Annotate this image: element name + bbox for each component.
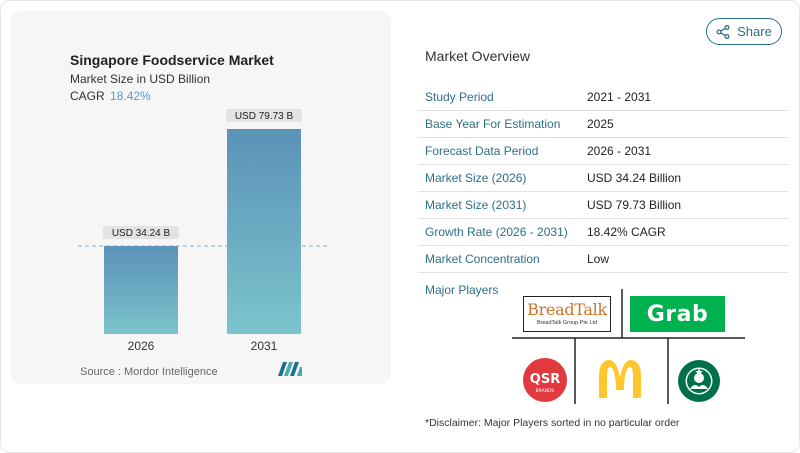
cagr-label: CAGR	[70, 89, 105, 103]
mordor-logo-icon	[278, 362, 302, 376]
overview-row-growth-rate: Growth Rate (2026 - 2031) 18.42% CAGR	[418, 219, 788, 246]
data-label: USD 34.24 B	[112, 228, 171, 239]
major-players-label: Major Players	[425, 283, 499, 297]
overview-row-study-period: Study Period 2021 - 2031	[418, 84, 788, 111]
chart-subtitle: Market Size in USD Billion	[70, 72, 211, 86]
breadtalk-logo-subtext: BreadTalk Group Pte Ltd	[536, 320, 598, 326]
share-label: Share	[737, 24, 772, 39]
x-tick-label: 2031	[251, 339, 278, 353]
overview-row-market-concentration: Market Concentration Low	[418, 246, 788, 273]
overview-key: Base Year For Estimation	[425, 117, 561, 131]
chart-cagr: CAGR 18.42%	[70, 89, 151, 103]
overview-row-market-size-2031: Market Size (2031) USD 79.73 Billion	[418, 192, 788, 219]
data-label-bg	[226, 109, 302, 122]
overview-value: USD 79.73 Billion	[587, 198, 682, 212]
bar-2026	[104, 245, 178, 334]
overview-key: Market Size (2026)	[425, 171, 527, 185]
starbucks-star-icon	[695, 368, 703, 376]
mcdonalds-arches-icon	[599, 360, 641, 398]
starbucks-logo	[678, 360, 720, 402]
overview-value: Low	[587, 252, 610, 266]
bar-2031	[227, 129, 301, 334]
data-label-bg	[103, 225, 179, 239]
breadtalk-logo-text: BreadTalk	[527, 300, 607, 319]
qsr-brands-logo: QSR BRANDS	[523, 358, 567, 402]
qsr-logo-text: QSR	[530, 372, 560, 387]
overview-key: Forecast Data Period	[425, 144, 539, 158]
overview-value: 2026 - 2031	[587, 144, 652, 158]
overview-row-forecast-period: Forecast Data Period 2026 - 2031	[418, 138, 788, 165]
overview-key: Study Period	[425, 90, 494, 104]
mcdonalds-logo	[599, 360, 641, 398]
qsr-logo-subtext: BRANDS	[536, 388, 555, 394]
qsr-circle	[523, 358, 567, 402]
disclaimer-text: *Disclaimer: Major Players sorted in no …	[425, 417, 680, 429]
breadtalk-logo: BreadTalk BreadTalk Group Pte Ltd	[523, 296, 611, 332]
cagr-value: 18.42%	[110, 89, 151, 103]
data-label: USD 79.73 B	[235, 111, 294, 122]
share-button[interactable]: Share	[706, 18, 782, 45]
chart-title: Singapore Foodservice Market	[70, 52, 274, 68]
overview-key: Market Size (2031)	[425, 198, 527, 212]
overview-table: Study Period 2021 - 2031 Base Year For E…	[418, 84, 788, 273]
grab-logo: Grab	[630, 296, 725, 332]
share-icon	[716, 24, 730, 39]
chart-card	[11, 11, 391, 384]
x-tick-label: 2026	[128, 339, 155, 353]
bar-chart: USD 34.24 B 2026 USD 79.73 B 2031	[78, 109, 328, 353]
overview-title: Market Overview	[425, 48, 531, 64]
overview-value: 18.42% CAGR	[587, 225, 666, 239]
overview-key: Growth Rate (2026 - 2031)	[425, 225, 568, 239]
overview-value: USD 34.24 Billion	[587, 171, 682, 185]
source-text: Source : Mordor Intelligence	[80, 366, 218, 378]
overview-value: 2021 - 2031	[587, 90, 652, 104]
overview-key: Market Concentration	[425, 252, 540, 266]
overview-row-base-year: Base Year For Estimation 2025	[418, 111, 788, 138]
overview-value: 2025	[587, 117, 614, 131]
grab-logo-text: Grab	[646, 301, 709, 327]
overview-row-market-size-2026: Market Size (2026) USD 34.24 Billion	[418, 165, 788, 192]
